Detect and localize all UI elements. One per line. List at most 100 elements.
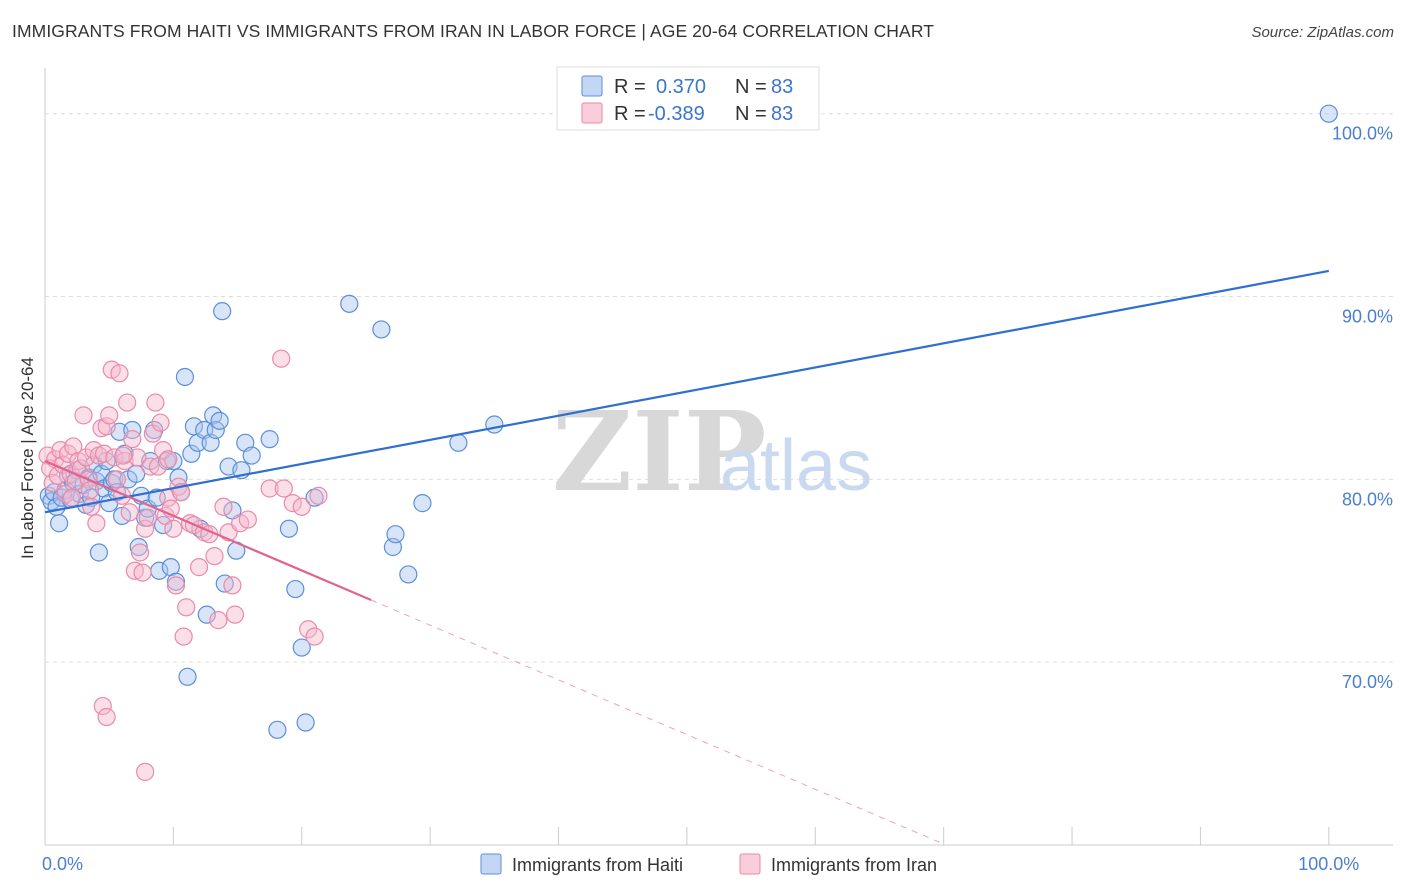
point-haiti xyxy=(286,579,305,599)
legend-n-value-iran: 83 xyxy=(771,103,793,125)
point-iran xyxy=(97,417,116,436)
point-iran xyxy=(133,563,152,582)
point-iran xyxy=(177,598,196,617)
point-iran xyxy=(120,503,139,522)
trend-line-iran xyxy=(44,460,372,602)
x-tick-label: 0.0% xyxy=(42,854,83,874)
legend-swatch-iran xyxy=(581,102,603,124)
point-iran xyxy=(110,364,129,383)
point-haiti xyxy=(296,713,315,732)
point-iran xyxy=(130,543,150,562)
point-haiti xyxy=(386,525,405,544)
point-iran xyxy=(305,627,324,646)
point-haiti xyxy=(260,430,279,449)
point-haiti xyxy=(485,415,504,434)
legend-swatch-haiti xyxy=(581,75,603,97)
point-iran xyxy=(174,627,193,646)
legend-n-value-haiti: 83 xyxy=(771,76,793,98)
point-haiti xyxy=(178,667,197,686)
point-haiti xyxy=(210,411,229,430)
point-haiti xyxy=(292,638,311,657)
point-iran xyxy=(154,441,173,460)
point-iran xyxy=(84,441,103,460)
point-iran xyxy=(114,446,133,465)
watermark-zip: ZIP xyxy=(552,387,766,516)
point-iran xyxy=(205,547,224,566)
point-haiti xyxy=(399,565,418,584)
point-haiti xyxy=(206,420,225,440)
point-iran xyxy=(94,444,114,463)
data-points xyxy=(38,104,1338,781)
y-tick-label: 70.0% xyxy=(1342,672,1393,692)
chart-title: IMMIGRANTS FROM HAITI VS IMMIGRANTS FROM… xyxy=(12,21,935,41)
point-iran xyxy=(272,349,291,368)
point-haiti xyxy=(413,494,432,513)
point-iran xyxy=(87,514,106,533)
legend-swatch-haiti xyxy=(480,853,502,875)
y-tick-label: 80.0% xyxy=(1342,489,1393,509)
watermark-atlas: atlas xyxy=(720,426,872,506)
point-haiti xyxy=(182,444,201,463)
point-iran xyxy=(223,576,242,595)
axes xyxy=(44,68,1393,846)
point-iran xyxy=(159,450,178,469)
point-iran xyxy=(146,393,165,412)
point-iran xyxy=(283,494,302,513)
point-iran xyxy=(128,448,147,467)
legend-label-iran: Immigrants from Iran xyxy=(771,855,937,875)
point-haiti xyxy=(123,420,142,440)
point-haiti xyxy=(197,605,216,624)
legend-r-value-iran: -0.389 xyxy=(648,103,705,125)
legend-label-haiti: Immigrants from Haiti xyxy=(512,855,683,875)
legend-r-label: R = xyxy=(614,103,646,125)
point-iran xyxy=(151,413,170,432)
point-iran xyxy=(136,762,155,781)
point-haiti xyxy=(89,543,109,562)
point-iran xyxy=(97,707,116,727)
point-iran xyxy=(123,430,142,449)
point-iran xyxy=(138,508,157,527)
point-iran xyxy=(274,479,293,498)
point-iran xyxy=(292,497,311,516)
point-haiti xyxy=(340,294,359,313)
point-iran xyxy=(118,393,137,412)
point-iran xyxy=(100,406,119,425)
point-haiti xyxy=(169,468,188,487)
point-haiti xyxy=(372,320,391,339)
source-credit: Source: ZipAtlas.com xyxy=(1251,24,1394,41)
point-haiti xyxy=(279,519,299,538)
point-haiti xyxy=(213,302,232,321)
point-iran xyxy=(299,620,318,639)
point-iran xyxy=(148,457,168,476)
legend-r-label: R = xyxy=(614,76,646,98)
point-iran xyxy=(164,519,183,538)
x-tick-label: 100.0% xyxy=(1298,854,1359,874)
point-iran xyxy=(80,481,100,500)
point-haiti xyxy=(175,367,195,387)
point-iran xyxy=(260,479,279,498)
tick-labels: 70.0% 80.0% 90.0% 100.0% 0.0% 100.0% xyxy=(42,124,1393,874)
point-iran xyxy=(214,497,233,516)
point-haiti xyxy=(268,720,287,739)
point-iran xyxy=(136,519,155,538)
point-haiti xyxy=(242,446,261,465)
point-iran xyxy=(238,510,257,529)
point-iran xyxy=(166,576,186,595)
watermark: ZIP atlas xyxy=(552,387,872,516)
legend-n-label: N = xyxy=(735,76,767,98)
point-haiti xyxy=(449,433,468,452)
point-iran xyxy=(189,558,209,577)
point-haiti xyxy=(1319,104,1338,123)
point-iran xyxy=(62,488,82,507)
series-legend: Immigrants from Haiti Immigrants from Ir… xyxy=(480,853,937,875)
point-iran xyxy=(107,470,126,489)
point-iran xyxy=(105,448,124,467)
trend-lines xyxy=(44,269,1330,845)
point-haiti xyxy=(50,514,69,533)
y-tick-label: 100.0% xyxy=(1332,124,1393,144)
legend-n-label: N = xyxy=(735,103,767,125)
point-iran xyxy=(209,611,228,630)
point-iran xyxy=(225,605,245,624)
y-tick-label: 90.0% xyxy=(1342,307,1393,327)
